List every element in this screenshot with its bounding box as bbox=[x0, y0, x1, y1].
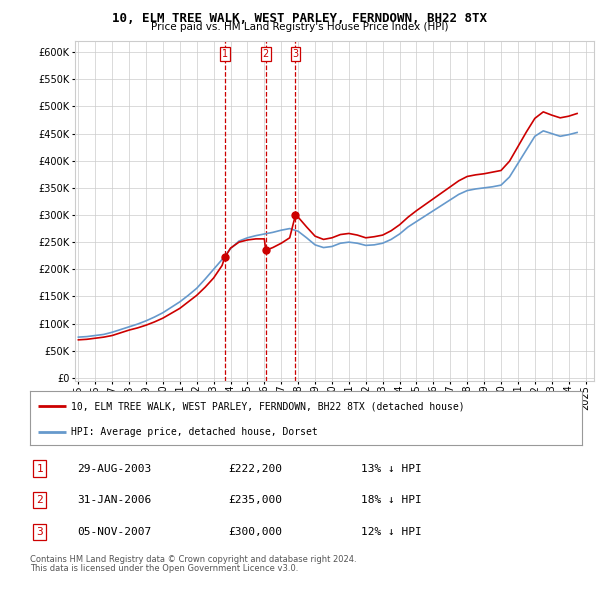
Text: Contains HM Land Registry data © Crown copyright and database right 2024.: Contains HM Land Registry data © Crown c… bbox=[30, 555, 356, 563]
Text: 05-NOV-2007: 05-NOV-2007 bbox=[77, 527, 151, 537]
Text: 3: 3 bbox=[37, 527, 43, 537]
Text: 13% ↓ HPI: 13% ↓ HPI bbox=[361, 464, 422, 474]
Text: £235,000: £235,000 bbox=[229, 496, 283, 505]
Text: 12% ↓ HPI: 12% ↓ HPI bbox=[361, 527, 422, 537]
Text: HPI: Average price, detached house, Dorset: HPI: Average price, detached house, Dors… bbox=[71, 427, 318, 437]
Text: 29-AUG-2003: 29-AUG-2003 bbox=[77, 464, 151, 474]
Text: £222,200: £222,200 bbox=[229, 464, 283, 474]
Text: £300,000: £300,000 bbox=[229, 527, 283, 537]
Text: 10, ELM TREE WALK, WEST PARLEY, FERNDOWN, BH22 8TX (detached house): 10, ELM TREE WALK, WEST PARLEY, FERNDOWN… bbox=[71, 401, 465, 411]
Text: Price paid vs. HM Land Registry's House Price Index (HPI): Price paid vs. HM Land Registry's House … bbox=[151, 22, 449, 32]
Text: 2: 2 bbox=[37, 496, 43, 505]
Text: 3: 3 bbox=[292, 49, 299, 59]
Text: 31-JAN-2006: 31-JAN-2006 bbox=[77, 496, 151, 505]
Text: 18% ↓ HPI: 18% ↓ HPI bbox=[361, 496, 422, 505]
Text: 10, ELM TREE WALK, WEST PARLEY, FERNDOWN, BH22 8TX: 10, ELM TREE WALK, WEST PARLEY, FERNDOWN… bbox=[113, 12, 487, 25]
Text: 1: 1 bbox=[222, 49, 228, 59]
Text: 1: 1 bbox=[37, 464, 43, 474]
Text: 2: 2 bbox=[263, 49, 269, 59]
Text: This data is licensed under the Open Government Licence v3.0.: This data is licensed under the Open Gov… bbox=[30, 564, 298, 573]
